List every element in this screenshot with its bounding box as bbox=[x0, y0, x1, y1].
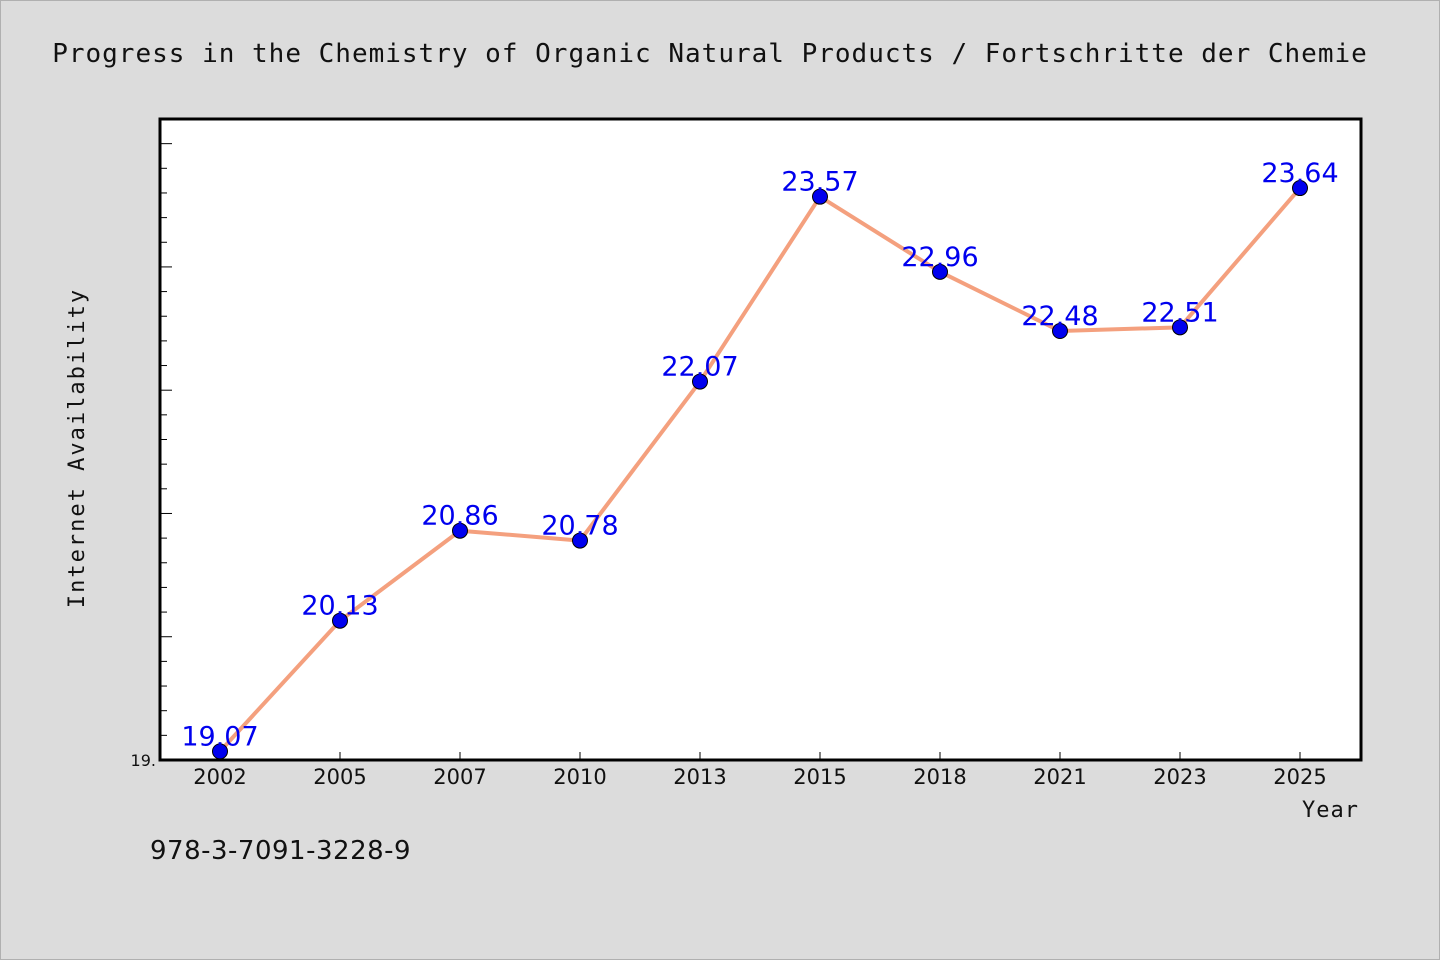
plot-area bbox=[158, 117, 1363, 762]
data-point bbox=[572, 532, 588, 549]
data-point bbox=[212, 743, 228, 760]
y-axis-label: Internet Availability bbox=[65, 288, 90, 608]
data-label: 23.64 bbox=[1261, 158, 1338, 189]
isbn-text: 978-3-7091-3228-9 bbox=[150, 836, 412, 866]
data-point bbox=[452, 522, 468, 539]
x-axis-label: Year bbox=[1302, 798, 1359, 823]
x-tick-label: 2015 bbox=[793, 765, 846, 789]
series-line bbox=[218, 186, 1302, 754]
data-point bbox=[1052, 323, 1068, 340]
x-tick-label: 2007 bbox=[433, 765, 486, 789]
x-tick-label: 2002 bbox=[193, 765, 246, 789]
data-point bbox=[1172, 319, 1188, 336]
data-label: 19.07 bbox=[181, 721, 258, 752]
y-tick-label: 19. bbox=[131, 751, 156, 770]
data-markers bbox=[212, 180, 1308, 760]
data-point bbox=[332, 612, 348, 629]
x-tick-label: 2005 bbox=[313, 765, 366, 789]
x-tick-label: 2010 bbox=[553, 765, 606, 789]
x-tick-label: 2023 bbox=[1153, 765, 1206, 789]
data-label: 22.07 bbox=[661, 352, 738, 383]
data-label: 20.13 bbox=[301, 591, 378, 622]
chart-title: Progress in the Chemistry of Organic Nat… bbox=[52, 39, 1368, 69]
data-labels: 19.07 20.13 20.86 20.78 22.07 23.57 22.96 22.48… bbox=[181, 158, 1338, 752]
data-label: 20.86 bbox=[421, 501, 498, 532]
x-tick-label: 2013 bbox=[673, 765, 726, 789]
y-axis-ticks bbox=[160, 143, 172, 761]
x-axis-ticks: 2002 2005 2007 2010 2013 2015 2018 2021 2023 2025 bbox=[193, 752, 1327, 789]
data-point bbox=[1292, 180, 1308, 197]
data-point bbox=[692, 373, 708, 390]
x-tick-label: 2021 bbox=[1033, 765, 1086, 789]
x-tick-label: 2025 bbox=[1273, 765, 1326, 789]
data-label: 22.48 bbox=[1021, 301, 1098, 332]
data-point bbox=[932, 263, 948, 280]
data-label: 22.96 bbox=[901, 242, 978, 273]
data-point bbox=[812, 188, 828, 205]
data-label: 20.78 bbox=[541, 511, 618, 542]
data-label: 23.57 bbox=[781, 167, 858, 198]
data-label: 22.51 bbox=[1141, 297, 1218, 328]
x-tick-label: 2018 bbox=[913, 765, 966, 789]
